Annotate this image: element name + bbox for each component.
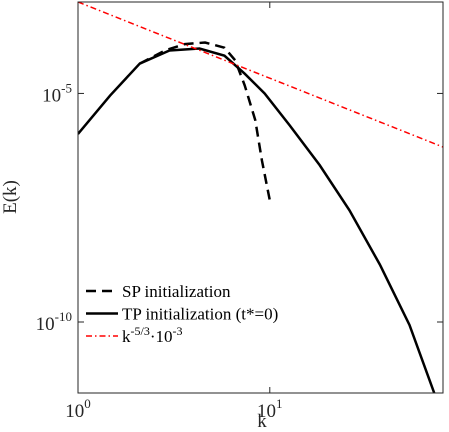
legend-sup: -5/3 [131, 324, 150, 338]
legend-text: k [122, 327, 131, 346]
legend-sup: -3 [173, 324, 183, 338]
series-line [78, 47, 436, 393]
x-axis-label: k [257, 411, 267, 432]
legend-label: SP initialization [122, 282, 231, 301]
tick-exponent: -5 [61, 80, 72, 95]
x-tick-label: 100 [65, 396, 91, 422]
plot-frame [77, 1, 444, 394]
legend-label: k-5/3·10-3 [122, 324, 183, 346]
tick-exponent: -10 [55, 309, 72, 324]
legend-text: TP initialization (t*=0) [122, 305, 278, 324]
tick-base: 10 [42, 85, 61, 106]
x-tick-label: 101 [257, 396, 283, 422]
tick-base: 10 [65, 401, 84, 422]
legend-text: ·10 [150, 327, 173, 346]
legend-label: TP initialization (t*=0) [122, 305, 278, 324]
series-line [78, 2, 443, 148]
y-axis-label: E(k) [0, 180, 21, 214]
y-tick-label: 10-5 [42, 80, 72, 106]
tick-base: 10 [36, 314, 55, 335]
legend-text: SP initialization [122, 282, 231, 301]
tick-exponent: 1 [276, 396, 283, 411]
y-tick-label: 10-10 [36, 309, 72, 335]
tick-base: 10 [257, 401, 276, 422]
series-line [139, 41, 272, 201]
tick-exponent: 0 [84, 396, 91, 411]
